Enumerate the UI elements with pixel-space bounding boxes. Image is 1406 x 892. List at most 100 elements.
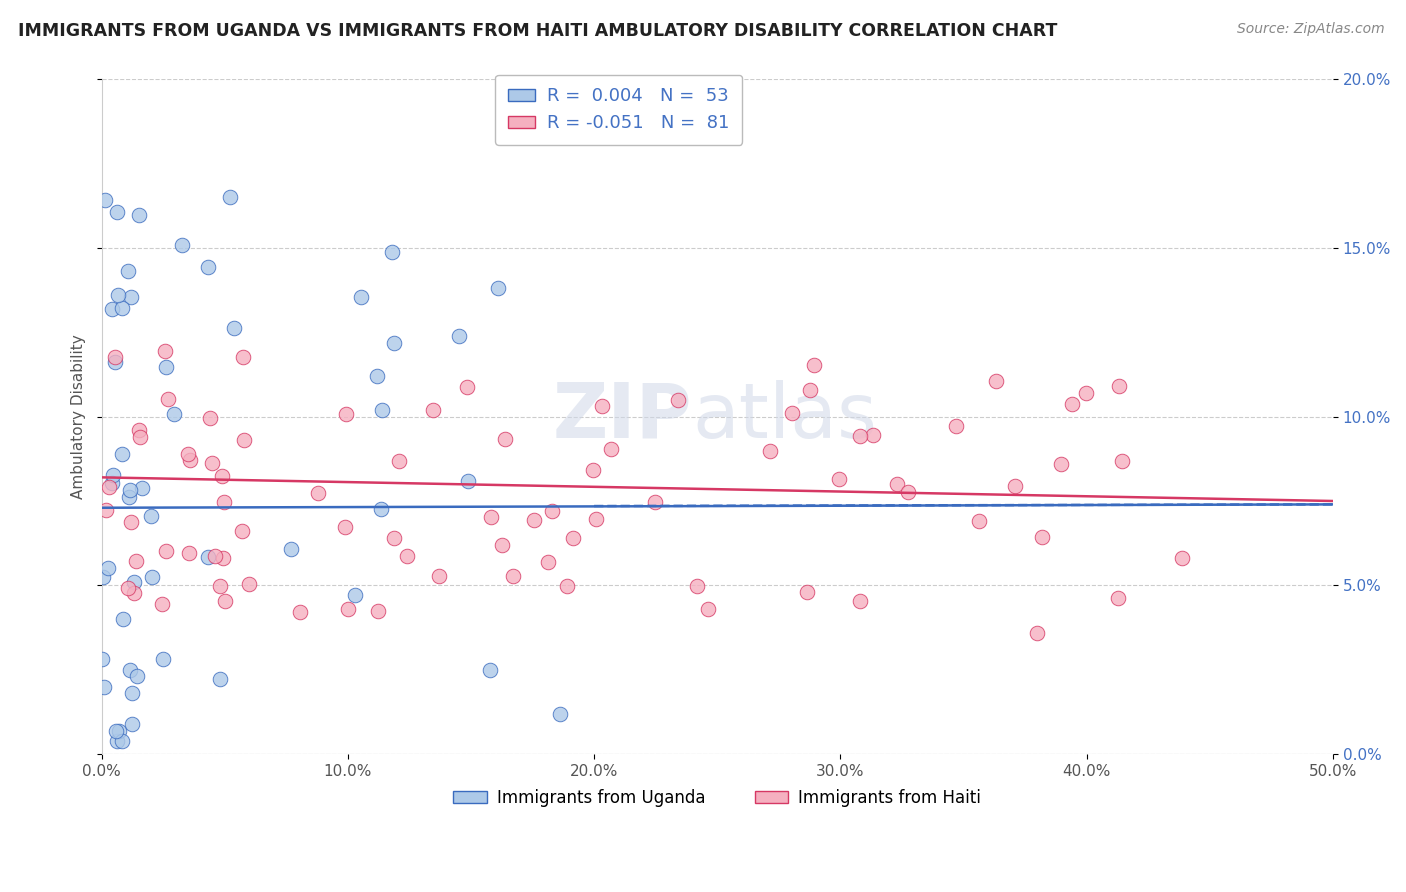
Immigrants from Haiti [759,443,782,458]
Immigrants from Uganda [104,355,127,369]
Immigrants from Uganda [105,204,128,219]
Immigrants from Haiti [1060,397,1083,411]
Immigrants from Uganda [111,447,134,461]
Immigrants from Haiti [153,343,176,358]
Immigrants from Haiti [201,456,224,470]
Immigrants from Uganda [121,686,143,700]
Immigrants from Uganda [121,716,143,731]
Immigrants from Uganda [90,652,112,666]
Immigrants from Uganda [139,509,162,524]
Immigrants from Haiti [1108,379,1130,393]
Immigrants from Uganda [344,589,367,603]
Immigrants from Uganda [218,190,240,204]
Immigrants from Uganda [370,501,392,516]
Immigrants from Uganda [118,663,141,677]
Immigrants from Haiti [897,484,920,499]
Immigrants from Uganda [110,733,132,747]
Immigrants from Haiti [212,551,235,566]
Immigrants from Haiti [1004,479,1026,493]
Immigrants from Haiti [204,549,226,563]
Immigrants from Uganda [117,264,139,278]
Immigrants from Uganda [447,329,470,343]
Immigrants from Uganda [97,561,120,575]
Immigrants from Haiti [336,602,359,616]
Immigrants from Haiti [335,407,357,421]
Immigrants from Uganda [120,483,142,497]
Text: Source: ZipAtlas.com: Source: ZipAtlas.com [1237,22,1385,37]
Immigrants from Haiti [307,486,329,500]
Immigrants from Haiti [155,544,177,558]
Immigrants from Haiti [157,392,180,406]
Immigrants from Haiti [644,495,666,509]
Immigrants from Haiti [214,594,236,608]
Immigrants from Haiti [122,586,145,600]
Immigrants from Haiti [697,602,720,616]
Immigrants from Uganda [457,474,479,488]
Immigrants from Haiti [208,579,231,593]
Immigrants from Haiti [849,594,872,608]
Immigrants from Uganda [382,335,405,350]
Immigrants from Uganda [172,238,194,252]
Immigrants from Uganda [104,723,127,738]
Immigrants from Uganda [141,570,163,584]
Immigrants from Haiti [523,513,546,527]
Immigrants from Haiti [382,531,405,545]
Immigrants from Haiti [198,410,221,425]
Immigrants from Haiti [1031,530,1053,544]
Immigrants from Uganda [101,468,124,483]
Immigrants from Uganda [111,612,134,626]
Immigrants from Haiti [561,531,583,545]
Immigrants from Haiti [395,549,418,564]
Immigrants from Uganda [93,194,115,208]
Immigrants from Haiti [540,504,562,518]
Immigrants from Uganda [101,476,124,491]
Immigrants from Haiti [585,512,607,526]
Immigrants from Haiti [120,515,142,529]
Immigrants from Haiti [124,554,146,568]
Immigrants from Haiti [333,519,356,533]
Immigrants from Uganda [120,290,142,304]
Immigrants from Haiti [422,403,444,417]
Immigrants from Haiti [288,606,311,620]
Text: atlas: atlas [693,380,877,454]
Immigrants from Haiti [796,585,818,599]
Immigrants from Uganda [371,403,394,417]
Immigrants from Uganda [124,574,146,589]
Immigrants from Haiti [97,480,120,494]
Immigrants from Haiti [803,358,825,372]
Immigrants from Uganda [100,302,122,317]
Immigrants from Uganda [131,482,153,496]
Immigrants from Haiti [780,406,803,420]
Immigrants from Haiti [179,452,201,467]
Immigrants from Haiti [862,427,884,442]
Immigrants from Uganda [93,681,115,695]
Immigrants from Haiti [967,514,990,528]
Immigrants from Uganda [209,672,232,686]
Immigrants from Haiti [211,468,233,483]
Immigrants from Uganda [548,707,571,722]
Immigrants from Haiti [666,392,689,407]
Immigrants from Haiti [177,447,200,461]
Immigrants from Haiti [479,510,502,524]
Immigrants from Haiti [1111,453,1133,467]
Immigrants from Haiti [799,383,821,397]
Immigrants from Haiti [233,433,256,447]
Immigrants from Haiti [828,472,851,486]
Immigrants from Haiti [886,477,908,491]
Immigrants from Uganda [350,290,373,304]
Immigrants from Haiti [456,380,478,394]
Immigrants from Haiti [591,399,613,413]
Text: ZIP: ZIP [553,380,693,454]
Immigrants from Haiti [945,418,967,433]
Immigrants from Haiti [848,429,870,443]
Text: IMMIGRANTS FROM UGANDA VS IMMIGRANTS FROM HAITI AMBULATORY DISABILITY CORRELATIO: IMMIGRANTS FROM UGANDA VS IMMIGRANTS FRO… [18,22,1057,40]
Immigrants from Uganda [91,570,114,584]
Immigrants from Uganda [107,723,129,738]
Immigrants from Uganda [479,663,502,677]
Immigrants from Haiti [231,524,253,538]
Immigrants from Uganda [128,208,150,222]
Immigrants from Haiti [502,569,524,583]
Immigrants from Haiti [238,577,260,591]
Immigrants from Uganda [155,359,177,374]
Immigrants from Haiti [1108,591,1130,606]
